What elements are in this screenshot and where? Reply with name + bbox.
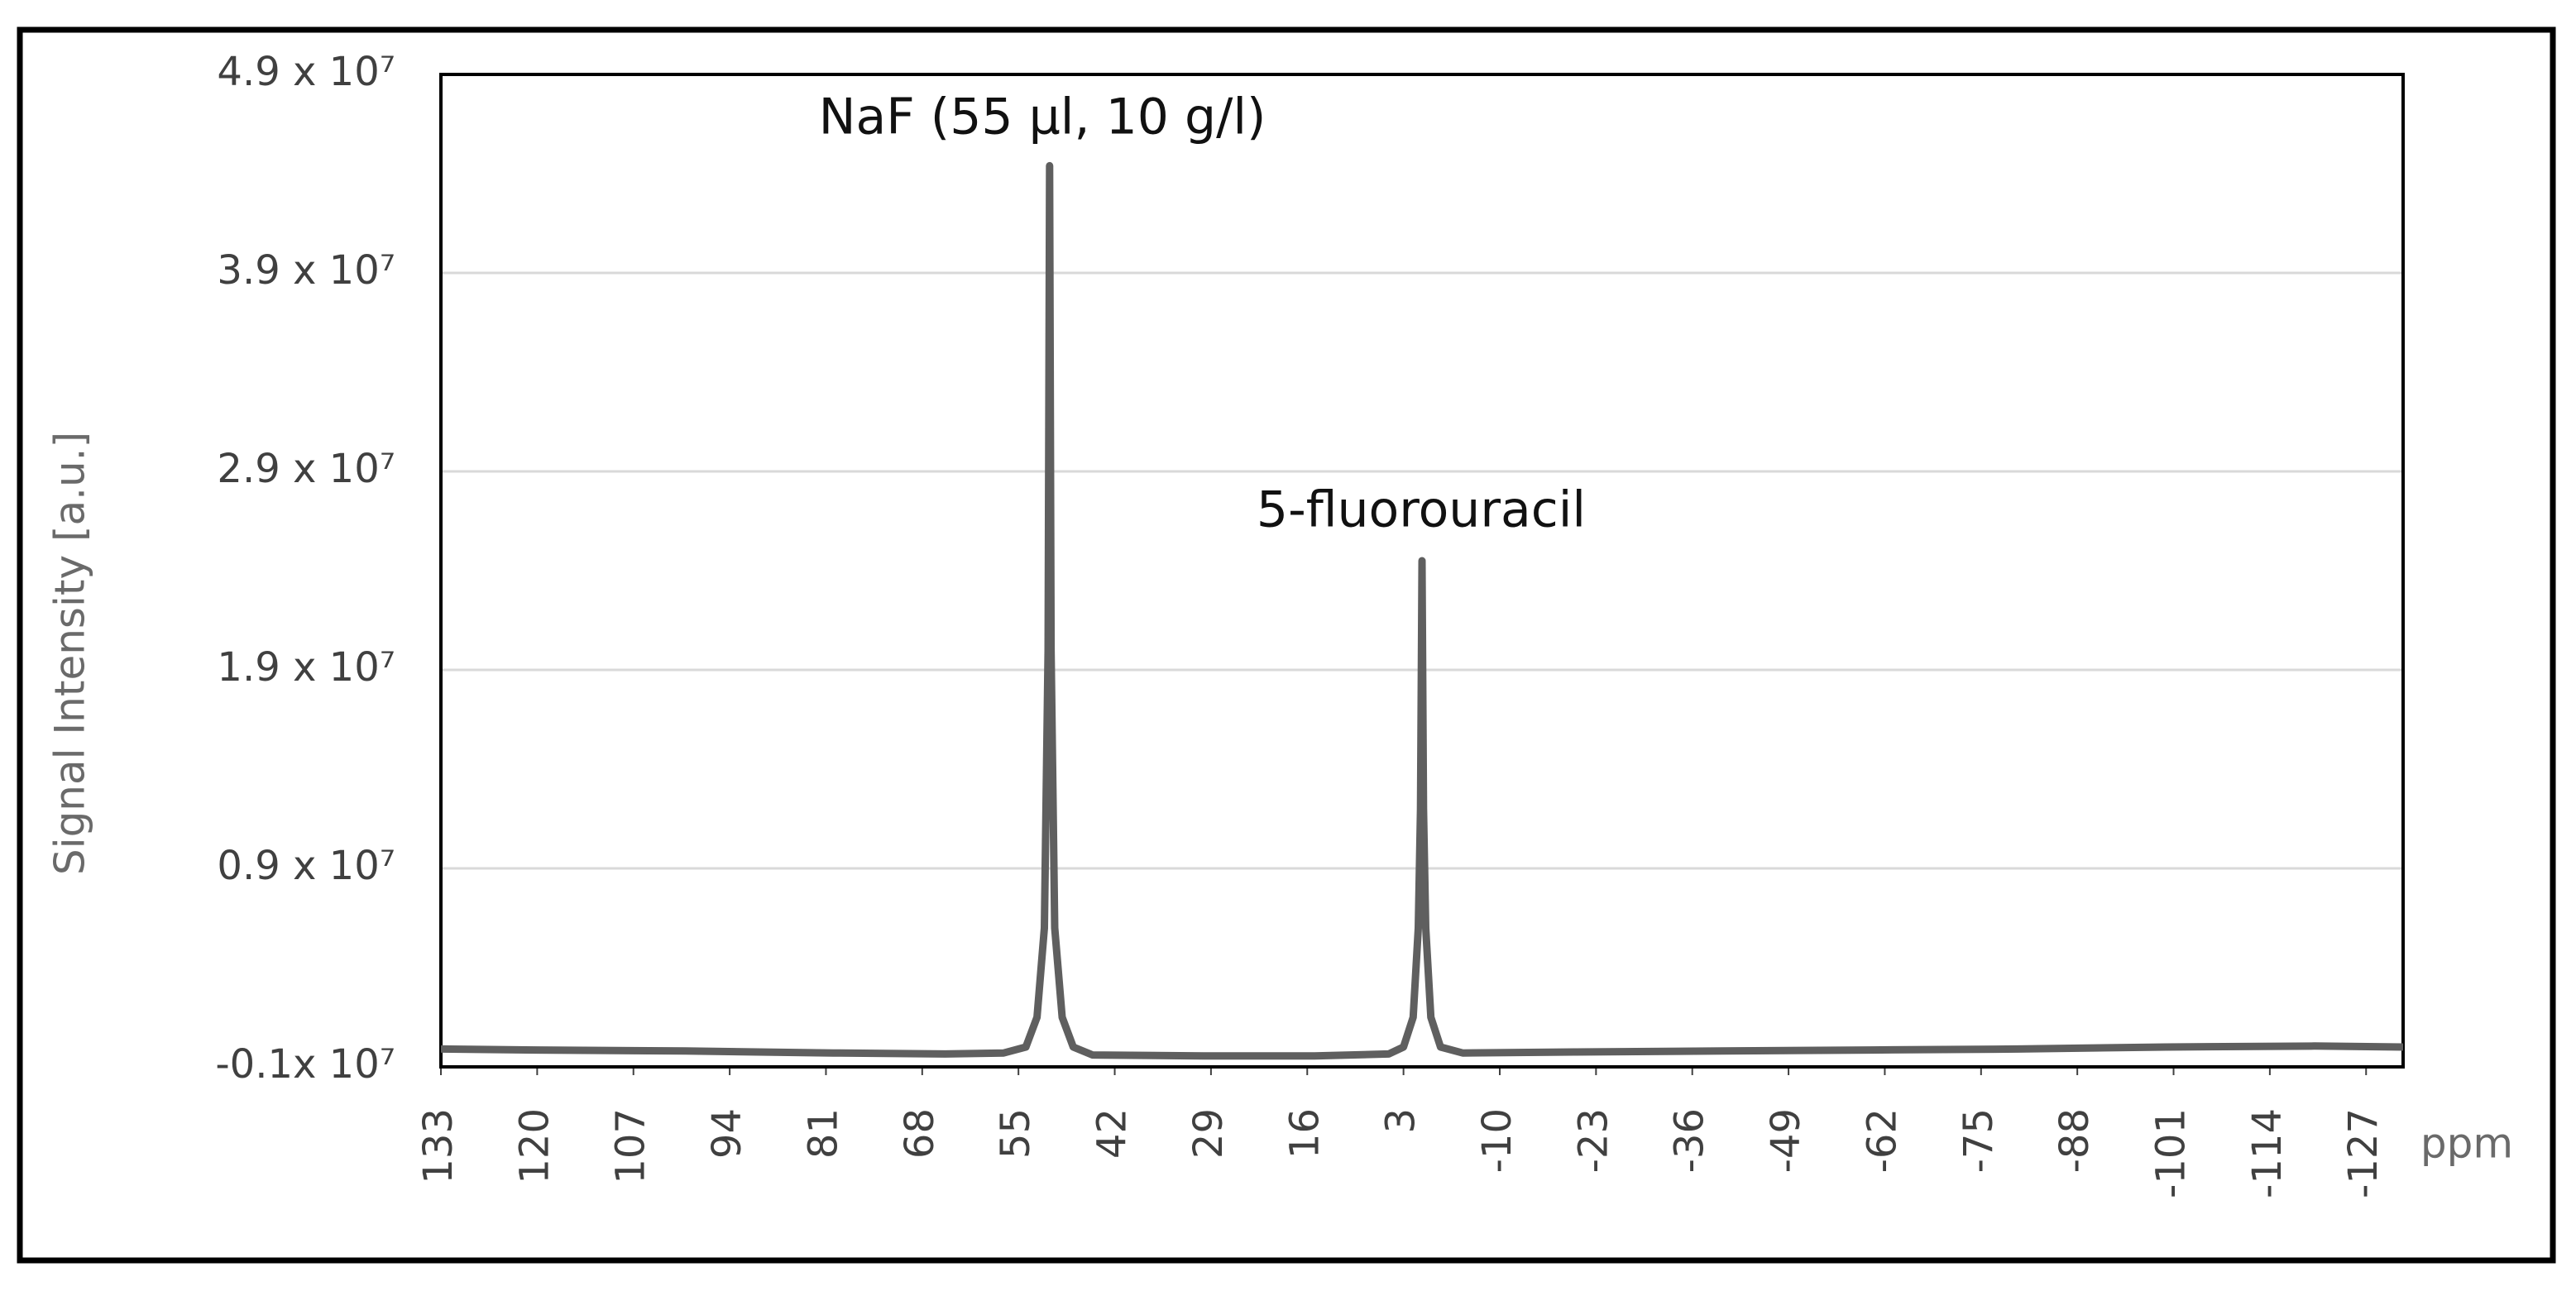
x-tick-label: -49	[1763, 1108, 1809, 1173]
x-tick-label: 81	[800, 1108, 846, 1159]
x-tick-label: 120	[511, 1108, 558, 1184]
x-tick-label: -36	[1667, 1108, 1713, 1173]
y-tick-label: 3.9 x 10⁷	[217, 247, 395, 294]
x-tick-label: -114	[2244, 1108, 2291, 1198]
x-tick-label: 55	[993, 1108, 1039, 1159]
x-tick-label: -101	[2148, 1108, 2195, 1198]
annotation: NaF (55 µl, 10 g/l)	[819, 88, 1266, 146]
y-tick-label: 1.9 x 10⁷	[217, 644, 395, 691]
y-tick-label: 4.9 x 10⁷	[217, 49, 395, 95]
x-tick-label: 3	[1378, 1108, 1424, 1134]
x-tick-label: 133	[415, 1108, 462, 1184]
spectrum-line	[440, 161, 2404, 1060]
x-tick-label: 42	[1089, 1108, 1136, 1159]
x-tick-label: -62	[1859, 1108, 1905, 1173]
x-tick-label: 29	[1185, 1108, 1232, 1159]
x-tick-label: -75	[1956, 1108, 2002, 1173]
y-tick-label: -0.1x 10⁷	[215, 1041, 395, 1088]
x-tick-label: 107	[608, 1108, 654, 1184]
x-tick-label: -127	[2340, 1108, 2387, 1198]
x-tick-label: -10	[1474, 1108, 1520, 1173]
y-tick-label: 2.9 x 10⁷	[217, 446, 395, 492]
annotation: 5-fluorouracil	[1257, 481, 1586, 539]
x-tick-label: 16	[1281, 1108, 1328, 1159]
x-axis-title: ppm	[2420, 1120, 2513, 1168]
x-tick-label: -88	[2052, 1108, 2098, 1173]
frame	[17, 26, 2556, 1264]
x-tick-label: -23	[1570, 1108, 1616, 1173]
y-tick-label: 0.9 x 10⁷	[217, 843, 395, 889]
y-axis-title: Signal Intensity [a.u.]	[46, 432, 94, 875]
x-tick-label: 94	[704, 1108, 750, 1159]
x-tick-label: 68	[897, 1108, 943, 1159]
plot-border	[439, 73, 2405, 1069]
